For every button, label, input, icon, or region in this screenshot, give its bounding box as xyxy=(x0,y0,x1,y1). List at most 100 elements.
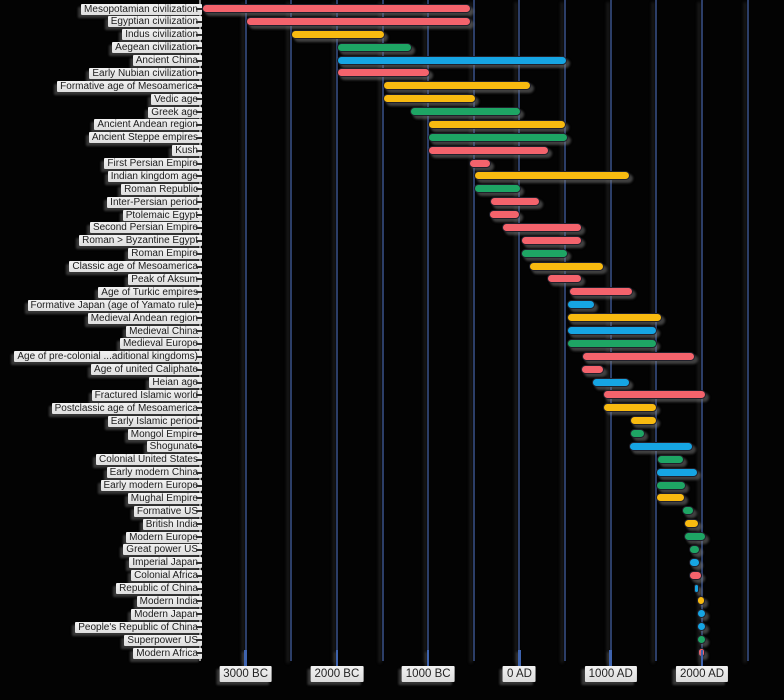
y-axis-tick xyxy=(196,175,202,178)
y-axis-tick xyxy=(196,8,202,10)
x-axis-tick-label: 0 AD xyxy=(502,666,536,682)
x-axis-tick xyxy=(244,650,247,668)
y-axis-tick xyxy=(196,355,202,358)
timeline-bar[interactable] xyxy=(688,570,702,580)
row-label: Vedic age xyxy=(151,93,202,105)
timeline-bar[interactable] xyxy=(580,364,604,374)
timeline-bar[interactable] xyxy=(566,326,658,335)
gridline-0 xyxy=(518,0,521,661)
x-axis-tick-label: 1000 AD xyxy=(584,666,637,682)
y-axis-tick xyxy=(196,548,202,551)
timeline-bar[interactable] xyxy=(521,235,582,245)
y-axis-tick xyxy=(196,368,202,371)
timeline-bar[interactable] xyxy=(489,210,520,220)
gridline-2500 xyxy=(746,0,749,661)
row-label: Mesopotamian civilization xyxy=(81,3,202,15)
y-axis-tick xyxy=(196,342,202,345)
timeline-bar[interactable] xyxy=(656,467,699,477)
y-axis-tick xyxy=(196,201,202,204)
timeline-bar[interactable] xyxy=(688,557,700,567)
row-label: First Persian Empire xyxy=(104,158,202,170)
row-label: Roman Empire xyxy=(128,248,202,260)
timeline-bar[interactable] xyxy=(291,29,385,39)
timeline-bar[interactable] xyxy=(336,55,568,65)
timeline-bar[interactable] xyxy=(521,248,568,258)
timeline-bar[interactable] xyxy=(683,532,706,542)
timeline-bar[interactable] xyxy=(592,377,631,387)
timeline-bar[interactable] xyxy=(602,390,707,400)
y-axis-tick xyxy=(196,188,202,191)
row-label: Republic of China xyxy=(116,583,202,595)
timeline-bar[interactable] xyxy=(688,544,701,554)
y-axis-tick xyxy=(196,226,202,229)
timeline-bar[interactable] xyxy=(528,261,604,271)
row-label: British India xyxy=(142,518,202,530)
timeline-bar[interactable] xyxy=(566,300,596,310)
timeline-bar[interactable] xyxy=(629,429,645,439)
y-axis-tick xyxy=(196,20,202,23)
y-axis-tick xyxy=(196,381,202,384)
timeline-bar[interactable] xyxy=(473,171,631,181)
row-label: Early modern China xyxy=(106,467,202,479)
gridline-500 xyxy=(564,0,567,661)
timeline-bar[interactable] xyxy=(428,119,567,129)
timeline-bar[interactable] xyxy=(336,68,431,78)
gridline--3000 xyxy=(244,0,247,661)
timeline-bar[interactable] xyxy=(473,184,521,194)
timeline-bar[interactable] xyxy=(568,287,633,297)
row-label: Ancient Steppe empires xyxy=(88,132,202,144)
y-axis-tick xyxy=(196,252,202,255)
timeline-bar[interactable] xyxy=(581,351,695,361)
timeline-bar[interactable] xyxy=(683,519,699,529)
y-axis-tick xyxy=(196,407,202,410)
timeline-bar[interactable] xyxy=(201,4,472,13)
row-label: Classic age of Mesoamerica xyxy=(69,261,202,273)
row-label: Early Nubian civilization xyxy=(89,67,202,79)
y-axis-tick xyxy=(196,613,202,616)
gridline-2000 xyxy=(701,0,703,661)
timeline-bar[interactable] xyxy=(696,635,706,645)
timeline-bar[interactable] xyxy=(682,506,694,516)
timeline-bar[interactable] xyxy=(336,42,412,52)
y-axis-tick xyxy=(196,214,202,217)
timeline-bar[interactable] xyxy=(245,16,472,26)
timeline-bar[interactable] xyxy=(469,158,492,168)
timeline-bar[interactable] xyxy=(382,81,531,91)
row-label: Medieval China xyxy=(126,325,202,337)
row-label: Superpower US xyxy=(124,634,202,646)
timeline-bar[interactable] xyxy=(566,338,658,348)
timeline-bar[interactable] xyxy=(382,94,476,104)
x-axis-tick xyxy=(700,650,704,668)
timeline-bar[interactable] xyxy=(409,107,522,117)
row-label: Indus civilization xyxy=(122,29,202,41)
timeline-bar[interactable] xyxy=(566,313,662,323)
timeline-bar[interactable] xyxy=(629,416,658,426)
timeline-bar[interactable] xyxy=(490,197,540,207)
timeline-bar[interactable] xyxy=(696,609,706,619)
row-label: Mongol Empire xyxy=(127,428,202,440)
timeline-bar[interactable] xyxy=(656,480,686,490)
row-label: Formative US xyxy=(133,505,202,517)
timeline-bar[interactable] xyxy=(656,493,685,503)
timeline-bar[interactable] xyxy=(697,596,706,606)
timeline-bar[interactable] xyxy=(428,132,568,142)
timeline-bar[interactable] xyxy=(546,274,582,284)
y-axis-tick xyxy=(196,626,202,629)
timeline-bar[interactable] xyxy=(628,441,694,451)
timeline-bar[interactable] xyxy=(697,622,707,632)
timeline-bar[interactable] xyxy=(502,222,582,232)
timeline-bar[interactable] xyxy=(657,454,684,464)
y-axis-tick xyxy=(196,317,202,320)
y-axis-tick xyxy=(196,652,202,654)
row-label: Greek age xyxy=(148,106,202,118)
x-axis-tick xyxy=(426,650,430,668)
timeline-bar[interactable] xyxy=(428,145,549,155)
y-axis-tick xyxy=(196,330,202,332)
timeline-bar[interactable] xyxy=(602,403,658,413)
row-label: Modern India xyxy=(136,595,202,607)
row-label: Egyptian civilization xyxy=(107,16,202,28)
timeline-bar[interactable] xyxy=(693,583,700,593)
row-label: Modern Japan xyxy=(131,608,202,620)
y-axis-tick xyxy=(196,433,202,436)
